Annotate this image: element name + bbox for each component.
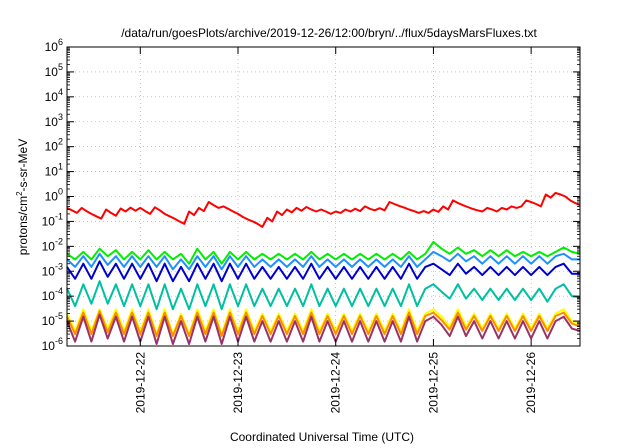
y-tick-label: 10-5 [42,311,63,328]
y-tick-label: 101 [45,162,63,179]
y-tick-label-base: 10 [45,40,59,54]
y-tick-label-base: 10 [45,115,59,129]
y-axis-label-sup: 2 [15,191,24,196]
y-tick-label-base: 10 [42,239,56,253]
y-tick-label-exp: 3 [58,112,63,122]
y-tick-label-exp: -2 [55,236,63,246]
y-tick-label: 105 [45,62,63,79]
y-tick-label-exp: -1 [55,211,63,221]
y-tick-label: 10-6 [42,336,63,353]
y-tick-label-exp: 5 [58,62,63,72]
x-tick-label: 2019-12-26 [524,352,538,414]
y-tick-label: 106 [45,37,63,54]
y-tick-label-exp: -4 [55,286,63,296]
x-tick-label: 2019-12-22 [133,352,147,414]
x-tick-label: 2019-12-25 [426,352,440,414]
series-line-7 [66,310,581,338]
y-tick-label: 104 [45,87,63,104]
y-axis-label-rest: -s-sr-MeV [16,139,30,192]
y-tick-label: 10-2 [42,236,63,253]
y-tick-label-exp: -3 [55,261,63,271]
y-tick-label: 100 [45,187,63,204]
axis-ticks: 10-610-510-410-310-210-11001011021031041… [42,37,580,413]
series-line-1 [66,191,581,228]
series-layer [66,191,581,345]
y-tick-label-exp: 4 [58,87,63,97]
y-tick-label-base: 10 [42,339,56,353]
y-tick-label-exp: -5 [55,311,63,321]
series-line-5 [66,280,581,311]
y-tick-label-base: 10 [42,314,56,328]
series-line-3 [66,250,580,271]
y-tick-label-exp: -6 [55,336,63,346]
y-tick-label-exp: 2 [58,137,63,147]
y-axis-label-base: protons/cm [16,196,30,255]
y-tick-label-base: 10 [45,65,59,79]
series-line-2 [66,240,581,265]
y-tick-label: 10-3 [42,261,63,278]
y-tick-label-exp: 0 [58,187,63,197]
x-tick-label: 2019-12-24 [329,352,343,414]
y-tick-label-base: 10 [45,190,59,204]
chart-title: /data/run/goesPlots/archive/2019-12-26/1… [121,26,537,40]
y-tick-label-base: 10 [45,90,59,104]
y-tick-label: 102 [45,137,63,154]
y-tick-label-exp: 6 [58,37,63,47]
x-axis-label: Coordinated Universal Time (UTC) [230,430,414,444]
y-tick-label: 103 [45,112,63,129]
y-tick-label-exp: 1 [58,162,63,172]
grid [67,47,580,346]
series-line-4 [66,260,580,283]
y-tick-label-base: 10 [45,165,59,179]
y-tick-label: 10-1 [42,211,63,228]
series-line-8 [66,313,581,345]
y-tick-label-base: 10 [45,140,59,154]
y-axis-label: protons/cm2-s-sr-MeV [15,139,30,255]
y-tick-label-base: 10 [42,264,56,278]
x-tick-label: 2019-12-23 [231,352,245,414]
y-tick-label-base: 10 [42,289,56,303]
y-tick-label-base: 10 [42,214,56,228]
y-tick-label: 10-4 [42,286,63,303]
